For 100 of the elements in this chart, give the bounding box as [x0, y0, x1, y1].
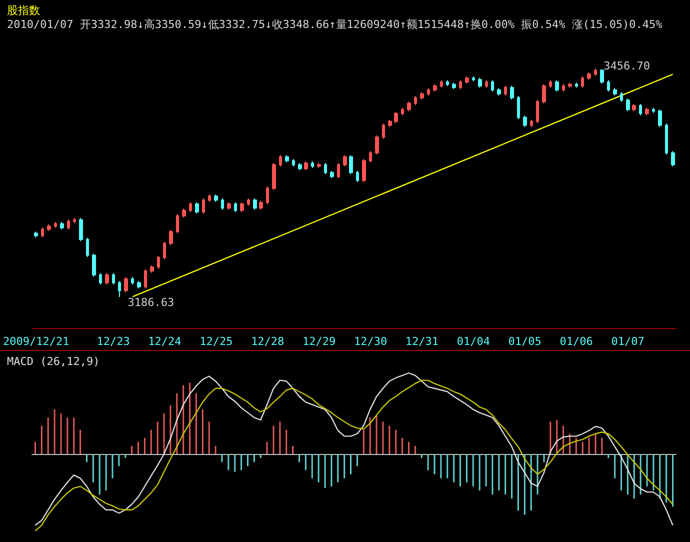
candlestick	[54, 222, 57, 228]
candlestick	[330, 170, 334, 179]
annotation: 3456.70	[604, 60, 650, 73]
candlestick	[298, 162, 302, 171]
candlestick	[259, 200, 263, 210]
candlestick	[401, 107, 404, 116]
candlestick	[157, 255, 160, 270]
candlestick	[562, 84, 565, 92]
x-tick-label: 12/25	[200, 335, 233, 348]
chart-subtitle: 2010/01/07 开3332.98↓高3350.59↓低3332.75↓收3348.66↑量12609240↑额1515448↑换0.00% 振0.54% 涨(15.05)0.45%	[7, 18, 663, 31]
candlestick	[34, 231, 38, 238]
candlestick	[607, 80, 610, 92]
candlestick	[79, 218, 83, 242]
candlestick	[47, 224, 51, 232]
x-tick-label: 01/05	[508, 335, 542, 348]
candlestick	[221, 198, 224, 210]
x-tick-label: 01/07	[611, 335, 644, 348]
candlestick	[440, 80, 443, 88]
x-tick-label: 12/24	[148, 335, 182, 348]
candlestick	[433, 84, 437, 92]
candlestick	[176, 214, 179, 234]
candlestick	[234, 202, 237, 213]
chart-title: 股指数	[7, 4, 40, 17]
candlestick	[208, 194, 211, 202]
candlestick	[626, 98, 630, 112]
candlestick	[112, 272, 115, 285]
x-tick-label: 12/23	[96, 335, 130, 348]
candlestick	[227, 202, 231, 210]
candlestick	[613, 88, 617, 96]
candlestick	[73, 218, 76, 224]
candlestick	[523, 115, 527, 128]
candlestick	[124, 276, 128, 293]
candlestick	[169, 229, 173, 246]
candlestick	[497, 88, 501, 96]
candlestick	[279, 154, 282, 167]
candlestick	[247, 198, 250, 206]
candlestick	[388, 119, 392, 128]
candlestick	[131, 276, 134, 285]
candlestick	[118, 280, 121, 298]
candlestick	[60, 222, 64, 230]
candlestick	[99, 272, 102, 285]
candlestick	[517, 96, 520, 120]
candlestick	[86, 237, 89, 258]
candlestick	[639, 103, 642, 116]
candlestick	[375, 134, 379, 156]
candlestick	[189, 202, 192, 213]
candlestick	[92, 253, 96, 278]
candlestick	[337, 162, 340, 179]
candlestick	[214, 194, 218, 202]
x-tick-label: 01/06	[560, 335, 593, 348]
candlestick	[581, 76, 584, 88]
candlestick	[317, 162, 321, 168]
candlestick	[240, 202, 244, 213]
candlestick	[658, 108, 662, 128]
candlestick	[446, 80, 449, 87]
candlestick	[510, 85, 514, 100]
candlestick	[671, 150, 675, 167]
candlestick	[272, 162, 276, 190]
candlestick	[304, 160, 308, 171]
candlestick	[620, 92, 623, 102]
candlestick	[150, 264, 154, 274]
candlestick	[41, 227, 44, 238]
x-tick-label: 12/28	[251, 335, 284, 348]
candlestick	[369, 150, 372, 163]
candlestick	[144, 268, 147, 289]
candlestick	[324, 162, 327, 175]
candlestick	[163, 241, 166, 260]
candlestick	[414, 96, 417, 106]
candlestick	[394, 111, 398, 124]
candlestick	[195, 202, 199, 214]
candlestick	[465, 76, 469, 84]
candlestick	[427, 88, 430, 96]
candlestick	[137, 280, 141, 289]
candlestick	[253, 198, 257, 210]
x-tick-label: 2009/12/21	[2, 335, 70, 348]
candlestick	[202, 198, 205, 214]
candlestick	[362, 158, 366, 183]
candlestick	[555, 80, 559, 92]
candlestick	[407, 101, 411, 112]
candlestick	[382, 123, 385, 140]
x-tick-label: 01/04	[456, 335, 490, 348]
candlestick	[549, 80, 552, 88]
candlestick	[542, 84, 546, 104]
candlestick	[285, 154, 289, 163]
x-tick-label: 12/30	[354, 335, 388, 348]
candlestick	[356, 170, 359, 183]
candlestick	[182, 208, 186, 218]
candlestick	[485, 80, 488, 88]
candlestick	[665, 123, 668, 156]
candlestick	[594, 68, 597, 76]
candlestick	[536, 99, 539, 124]
candlestick	[311, 160, 314, 168]
candlestick	[504, 85, 507, 96]
annotation: 3186.63	[128, 296, 174, 310]
candlestick	[67, 219, 70, 230]
candlestick	[266, 186, 269, 205]
chart-title: MACD (26,12,9)	[7, 355, 100, 368]
candlestick	[632, 103, 636, 112]
candlestick	[568, 82, 572, 88]
candlestick	[600, 68, 604, 84]
